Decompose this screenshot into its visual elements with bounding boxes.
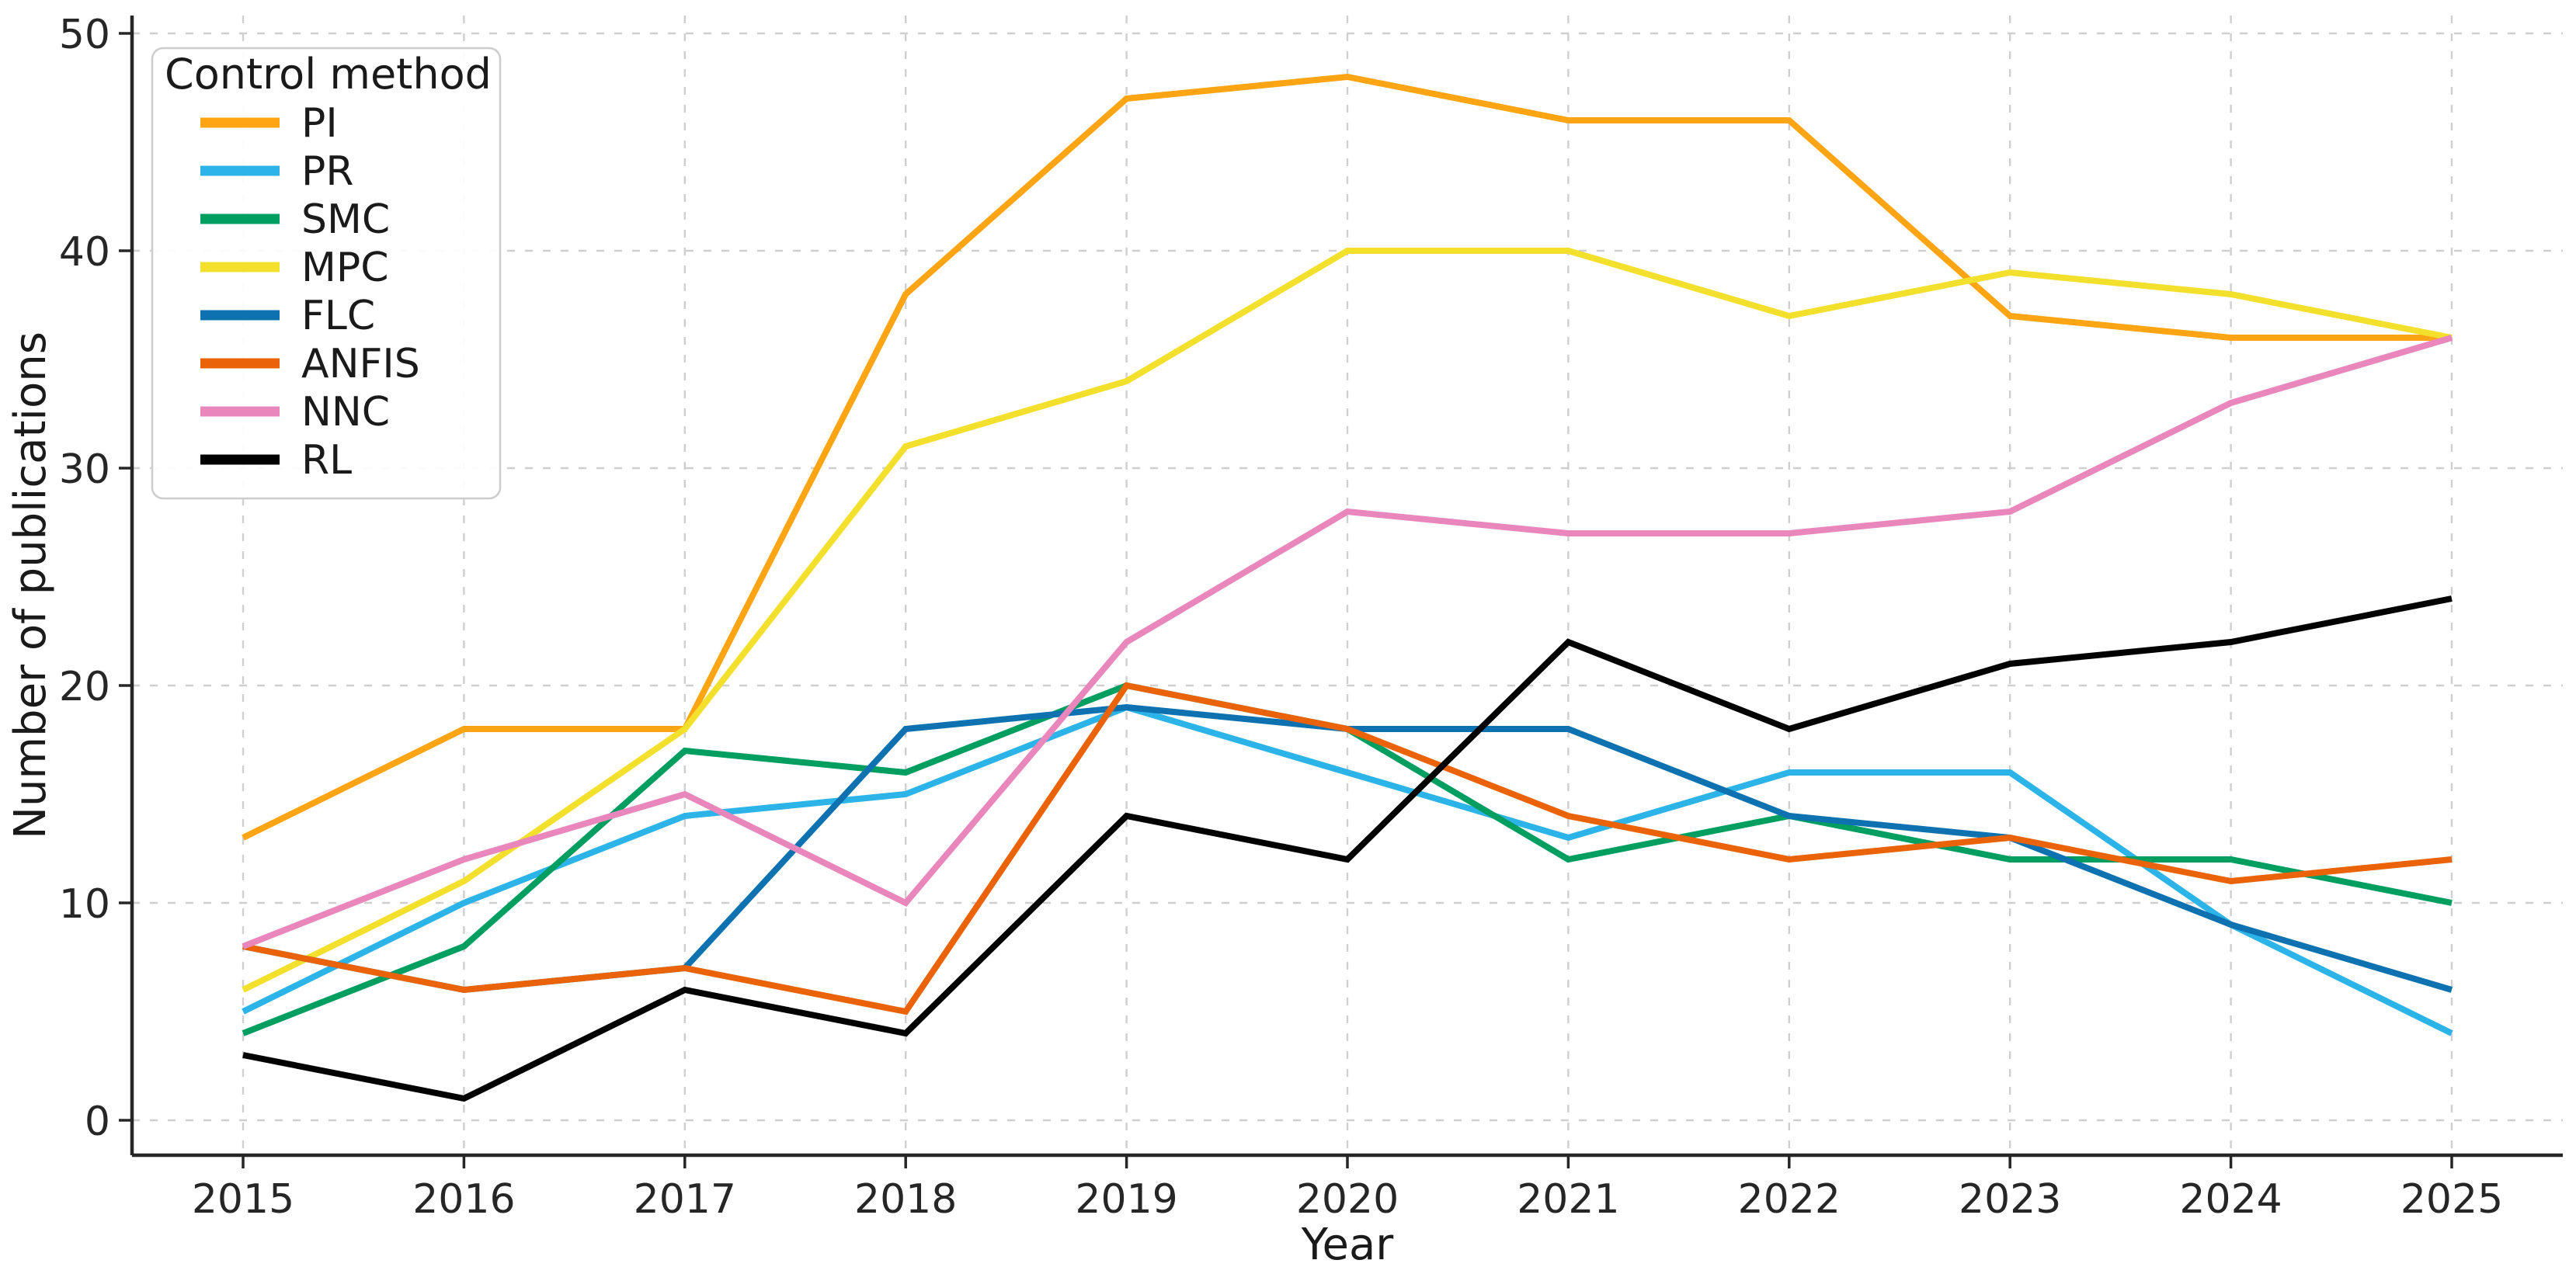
legend-item-SMC: SMC: [200, 196, 390, 243]
x-tick-label-2016: 2016: [412, 1176, 515, 1223]
x-tick-label-2019: 2019: [1075, 1176, 1177, 1223]
x-tick-label-2015: 2015: [192, 1176, 294, 1223]
legend-label-PR: PR: [301, 148, 354, 195]
legend-item-ANFIS: ANFIS: [200, 341, 420, 387]
y-tick-label-30: 30: [59, 446, 110, 493]
series-line-NNC: [242, 335, 2453, 949]
y-tick-label-20: 20: [59, 664, 110, 710]
legend-label-MPC: MPC: [301, 245, 389, 291]
series-line-PR: [242, 703, 2453, 1036]
legend-label-FLC: FLC: [301, 293, 375, 339]
legend-item-FLC: FLC: [200, 293, 375, 339]
legend-item-PI: PI: [200, 100, 338, 147]
legend-label-ANFIS: ANFIS: [301, 341, 420, 387]
legend-item-RL: RL: [200, 437, 352, 484]
legend-item-MPC: MPC: [200, 245, 389, 291]
legend-label-NNC: NNC: [301, 389, 390, 436]
axes-layer: [119, 16, 2563, 1168]
y-tick-label-0: 0: [85, 1099, 110, 1145]
series-line-MPC: [242, 248, 2453, 993]
series-line-ANFIS: [242, 682, 2453, 1015]
x-tick-label-2018: 2018: [854, 1176, 957, 1223]
x-axis-label: Year: [1301, 1220, 1395, 1267]
legend-label-RL: RL: [301, 437, 352, 484]
legend-title: Control method: [165, 50, 492, 99]
legend-box: [151, 47, 502, 500]
x-tick-label-2024: 2024: [2179, 1176, 2282, 1223]
grid-layer: [132, 16, 2563, 1155]
y-axis-label: Number of publications: [5, 332, 56, 839]
legend-item-PR: PR: [200, 148, 354, 195]
legend-item-NNC: NNC: [200, 389, 390, 436]
series-layer: [242, 73, 2453, 1102]
series-line-RL: [242, 595, 2453, 1102]
x-tick-label-2021: 2021: [1517, 1176, 1619, 1223]
x-tick-label-2017: 2017: [634, 1176, 736, 1223]
legend-label-SMC: SMC: [301, 196, 390, 243]
x-tick-label-2022: 2022: [1738, 1176, 1841, 1223]
x-tick-label-2023: 2023: [1959, 1176, 2061, 1223]
series-line-PI: [242, 73, 2452, 841]
x-tick-label-2025: 2025: [2400, 1176, 2503, 1223]
legend-label-PI: PI: [301, 100, 338, 147]
y-tick-label-50: 50: [59, 12, 110, 58]
tick-label-layer: 2015 2016 2017 2018 2019 2020 2021 2022 2023 2024…: [59, 12, 2503, 1223]
y-tick-label-10: 10: [59, 881, 110, 928]
x-tick-label-2020: 2020: [1296, 1176, 1399, 1223]
y-tick-label-40: 40: [59, 229, 110, 276]
